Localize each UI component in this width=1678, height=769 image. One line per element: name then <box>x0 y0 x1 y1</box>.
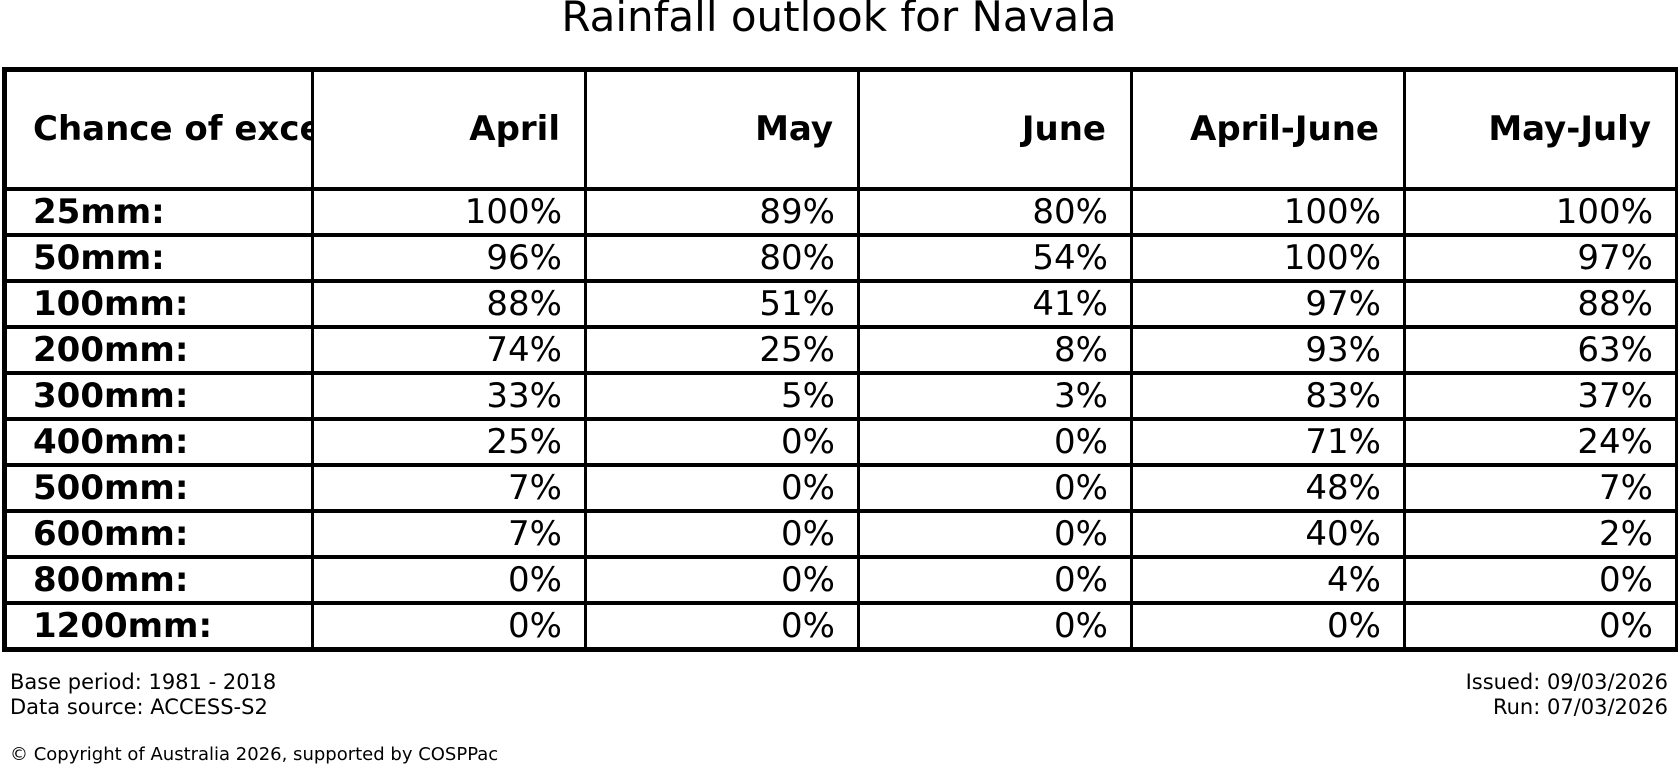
value-cell: 80% <box>857 186 1133 237</box>
row-header: 600mm: <box>3 508 314 559</box>
value-cell: 54% <box>857 232 1133 283</box>
value-cell: 2% <box>1403 508 1678 559</box>
table-row: 600mm: 7% 0% 0% 40% 2% <box>3 508 1678 559</box>
value-cell: 7% <box>311 462 587 513</box>
value-cell: 41% <box>857 278 1133 329</box>
value-cell: 4% <box>1130 554 1406 605</box>
value-cell: 48% <box>1130 462 1406 513</box>
value-cell: 88% <box>1403 278 1678 329</box>
value-cell: 0% <box>584 554 860 605</box>
value-cell: 0% <box>1403 600 1678 651</box>
value-cell: 5% <box>584 370 860 421</box>
column-header-may-july: May-July <box>1403 67 1678 191</box>
table-row: 50mm: 96% 80% 54% 100% 97% <box>3 232 1678 283</box>
row-header: 500mm: <box>3 462 314 513</box>
issued-date-text: Issued: 09/03/2026 <box>1465 670 1668 694</box>
value-cell: 0% <box>857 600 1133 651</box>
value-cell: 37% <box>1403 370 1678 421</box>
value-cell: 63% <box>1403 324 1678 375</box>
table-header: Chance of exceeding a threshold: AprilMa… <box>3 67 1678 191</box>
table-row: 200mm: 74% 25% 8% 93% 63% <box>3 324 1678 375</box>
value-cell: 100% <box>1130 186 1406 237</box>
rainfall-outlook-table: Chance of exceeding a threshold: AprilMa… <box>2 67 1678 652</box>
value-cell: 93% <box>1130 324 1406 375</box>
value-cell: 80% <box>584 232 860 283</box>
data-source-text: Data source: ACCESS-S2 <box>10 695 268 719</box>
table-row: 500mm: 7% 0% 0% 48% 7% <box>3 462 1678 513</box>
value-cell: 0% <box>311 600 587 651</box>
row-header: 1200mm: <box>3 600 314 651</box>
value-cell: 25% <box>311 416 587 467</box>
column-header-april-june: April-June <box>1130 67 1406 191</box>
value-cell: 0% <box>584 416 860 467</box>
value-cell: 40% <box>1130 508 1406 559</box>
value-cell: 74% <box>311 324 587 375</box>
value-cell: 0% <box>311 554 587 605</box>
row-header: 800mm: <box>3 554 314 605</box>
table-body: 25mm: 100% 89% 80% 100% 100% 50mm: 96% 80% 54% 100… <box>3 186 1678 651</box>
value-cell: 0% <box>584 600 860 651</box>
column-header-april: April <box>311 67 587 191</box>
footer-left: Base period: 1981 - 2018 Data source: AC… <box>10 670 276 720</box>
value-cell: 33% <box>311 370 587 421</box>
value-cell: 3% <box>857 370 1133 421</box>
row-header: 50mm: <box>3 232 314 283</box>
row-header: 400mm: <box>3 416 314 467</box>
value-cell: 7% <box>311 508 587 559</box>
row-header: 25mm: <box>3 186 314 237</box>
value-cell: 100% <box>1130 232 1406 283</box>
value-cell: 0% <box>857 554 1133 605</box>
value-cell: 0% <box>857 508 1133 559</box>
corner-header: Chance of exceeding a threshold: <box>3 67 314 191</box>
value-cell: 97% <box>1403 232 1678 283</box>
value-cell: 25% <box>584 324 860 375</box>
value-cell: 83% <box>1130 370 1406 421</box>
value-cell: 0% <box>584 462 860 513</box>
value-cell: 100% <box>1403 186 1678 237</box>
value-cell: 88% <box>311 278 587 329</box>
value-cell: 89% <box>584 186 860 237</box>
value-cell: 8% <box>857 324 1133 375</box>
page-title: Rainfall outlook for Navala <box>561 0 1117 41</box>
value-cell: 100% <box>311 186 587 237</box>
value-cell: 0% <box>857 416 1133 467</box>
table-row: 100mm: 88% 51% 41% 97% 88% <box>3 278 1678 329</box>
value-cell: 0% <box>857 462 1133 513</box>
copyright-text: © Copyright of Australia 2026, supported… <box>10 744 499 765</box>
column-header-may: May <box>584 67 860 191</box>
value-cell: 0% <box>1130 600 1406 651</box>
value-cell: 0% <box>584 508 860 559</box>
row-header: 100mm: <box>3 278 314 329</box>
row-header: 200mm: <box>3 324 314 375</box>
value-cell: 96% <box>311 232 587 283</box>
table-row: 800mm: 0% 0% 0% 4% 0% <box>3 554 1678 605</box>
header-row: Chance of exceeding a threshold: AprilMa… <box>3 67 1678 191</box>
base-period-text: Base period: 1981 - 2018 <box>10 670 277 694</box>
table-row: 300mm: 33% 5% 3% 83% 37% <box>3 370 1678 421</box>
value-cell: 71% <box>1130 416 1406 467</box>
value-cell: 24% <box>1403 416 1678 467</box>
value-cell: 0% <box>1403 554 1678 605</box>
table-row: 25mm: 100% 89% 80% 100% 100% <box>3 186 1678 237</box>
row-header: 300mm: <box>3 370 314 421</box>
value-cell: 97% <box>1130 278 1406 329</box>
value-cell: 51% <box>584 278 860 329</box>
footer-right: Issued: 09/03/2026 Run: 07/03/2026 <box>1466 670 1668 720</box>
column-header-june: June <box>857 67 1133 191</box>
value-cell: 7% <box>1403 462 1678 513</box>
table-row: 400mm: 25% 0% 0% 71% 24% <box>3 416 1678 467</box>
run-date-text: Run: 07/03/2026 <box>1492 695 1668 719</box>
table-row: 1200mm: 0% 0% 0% 0% 0% <box>3 600 1678 651</box>
